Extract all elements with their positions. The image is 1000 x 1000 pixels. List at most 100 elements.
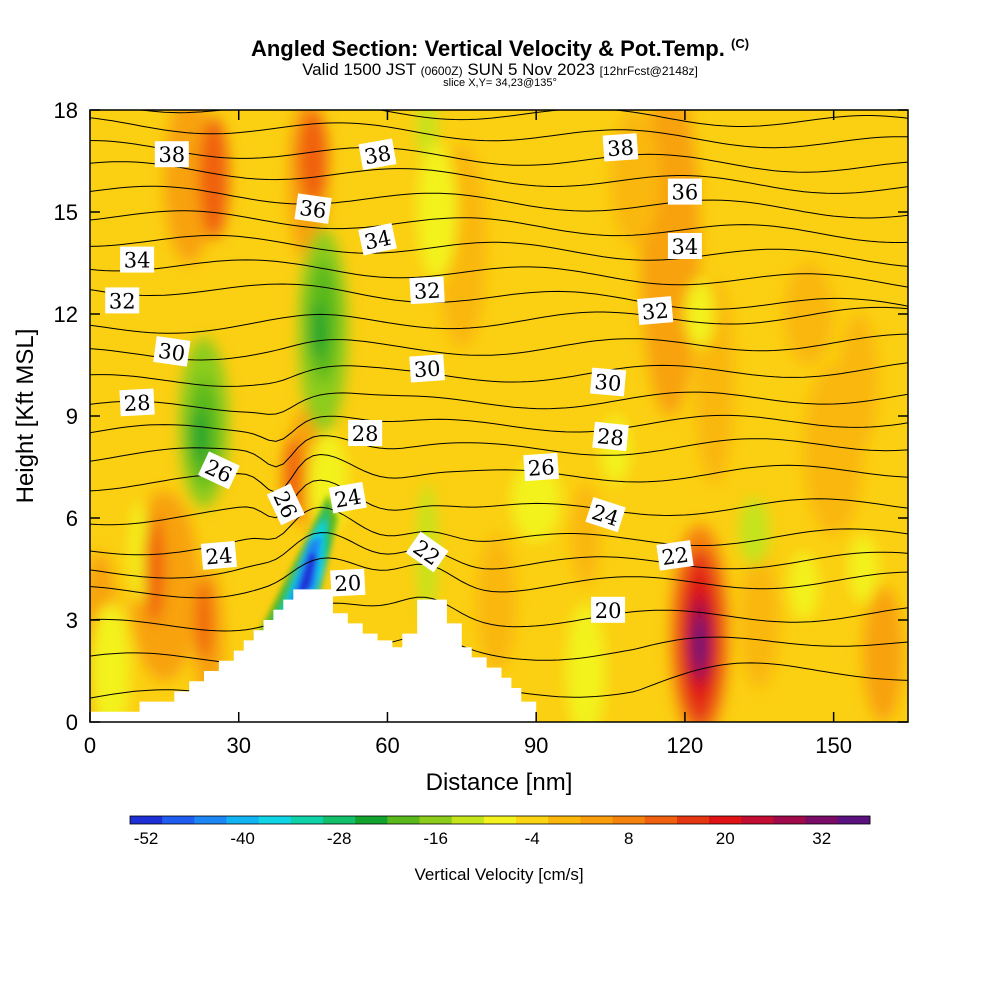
chart-subtitle: Valid 1500 JST (0600Z) SUN 5 Nov 2023 [1… [302, 60, 698, 79]
colorbar-segment [194, 816, 227, 824]
isentrope-label-box [409, 354, 445, 383]
isentrope-label: 34 [120, 246, 155, 273]
y-tick-label: 0 [66, 710, 78, 735]
colorbar-label: Vertical Velocity [cm/s] [414, 865, 583, 884]
isentrope-label-box [153, 336, 191, 367]
y-tick-label: 18 [54, 98, 78, 123]
colorbar-tick-label: -28 [327, 829, 352, 848]
isentrope-line [90, 391, 908, 415]
colorbar-segment [773, 816, 807, 824]
isentrope-line [90, 259, 908, 288]
colorbar-segment [580, 816, 614, 824]
velocity-cell [196, 579, 212, 661]
isentrope-label: 34 [667, 233, 702, 259]
colorbar-segment [805, 816, 839, 824]
colorbar-segment [226, 816, 260, 824]
isentrope-label: 32 [409, 276, 445, 305]
isentrope-label-box [602, 133, 639, 162]
x-tick-label: 150 [815, 733, 852, 758]
isentrope-line [90, 479, 908, 526]
isentrope-label-box [667, 178, 702, 205]
isentrope-line [90, 414, 908, 442]
colorbar-segment [419, 816, 453, 824]
y-axis-label: Height [Kft MSL] [12, 329, 39, 504]
isentrope-label: 38 [602, 133, 639, 162]
isentrope-line [90, 333, 908, 361]
x-tick-label: 30 [226, 733, 250, 758]
velocity-cell [739, 497, 770, 566]
velocity-cell [310, 303, 326, 359]
isentrope-label-text: 28 [352, 422, 379, 446]
isentrope-label-text: 24 [205, 543, 234, 569]
colorbar-segment [644, 816, 678, 824]
velocity-cell [129, 501, 150, 603]
x-tick-label: 60 [375, 733, 399, 758]
isentrope-label: 38 [358, 138, 397, 170]
isentrope-label-text: 22 [660, 543, 690, 570]
colorbar: -52 -40 -28 -16 -4 8 20 32 [129, 815, 871, 848]
colorbar-tick-label: 20 [716, 829, 735, 848]
y-tick-label: 15 [54, 200, 78, 225]
isentrope-label-box [523, 452, 560, 482]
isentrope-line [90, 557, 908, 599]
isentrope-line [90, 161, 908, 194]
velocity-cell [417, 144, 457, 280]
isentrope-line [90, 596, 908, 632]
isentrope-label-text: 30 [594, 370, 623, 396]
isentrope-line [90, 283, 908, 310]
isentrope-line [90, 435, 908, 468]
isentrope-label-box [119, 388, 155, 417]
isentrope-label-text: 20 [334, 571, 362, 596]
colorbar-segment [290, 816, 324, 824]
isentrope-label-text: 34 [362, 226, 393, 255]
isentrope-label-text: 36 [298, 196, 328, 223]
isentrope-label-text: 34 [124, 249, 151, 273]
isentrope-label-box [154, 141, 189, 168]
colorbar-segment [355, 816, 388, 824]
isentrope-label-box [105, 287, 140, 314]
velocity-cell [684, 280, 715, 348]
colorbar-segment [516, 816, 549, 824]
colorbar-segment [258, 816, 292, 824]
colorbar-segment [612, 816, 646, 824]
isentrope-label-box [358, 138, 397, 170]
isentrope-label-text: 32 [641, 298, 670, 324]
isentrope-label-text: 32 [109, 289, 136, 313]
isentrope-label-box [589, 367, 627, 397]
isentrope-label-box [592, 421, 629, 452]
velocity-cell [838, 314, 879, 450]
isentrope-line [90, 362, 908, 387]
isentrope-line [90, 210, 908, 243]
isentrope-label: 24 [328, 481, 367, 514]
chart-title: Angled Section: Vertical Velocity & Pot.… [250, 36, 750, 61]
velocity-cell [693, 616, 706, 671]
isentrope-label: 36 [294, 193, 332, 224]
colorbar-segment [837, 816, 871, 824]
isentrope-label-box [409, 276, 445, 305]
isentrope-label: 30 [589, 367, 627, 397]
isentrope-label: 30 [409, 354, 445, 383]
colorbar-tick-label: -40 [230, 829, 255, 848]
colorbar-tick-label: 8 [624, 829, 633, 848]
colorbar-segment [162, 816, 195, 824]
isentrope-label-box [120, 246, 155, 273]
colorbar-segment [676, 816, 710, 824]
colorbar-tick-label: -52 [134, 829, 159, 848]
isentrope-label: 20 [591, 596, 626, 623]
velocity-cell [863, 586, 904, 722]
isentrope-label: 34 [358, 222, 397, 256]
isentrope-label-text: 30 [413, 356, 441, 382]
isentrope-label-box [330, 568, 366, 597]
isentrope-line [90, 117, 908, 149]
isentrope-label-text: 36 [672, 181, 699, 205]
y-tick-label: 3 [66, 608, 78, 633]
isentrope-label-text: 38 [158, 143, 185, 167]
colorbar-segment [548, 816, 581, 824]
isentrope-label-box [348, 420, 383, 446]
colorbar-tick-label: 32 [812, 829, 831, 848]
isentrope-label-text: 34 [672, 235, 699, 259]
isentrope-label-box [197, 451, 240, 490]
